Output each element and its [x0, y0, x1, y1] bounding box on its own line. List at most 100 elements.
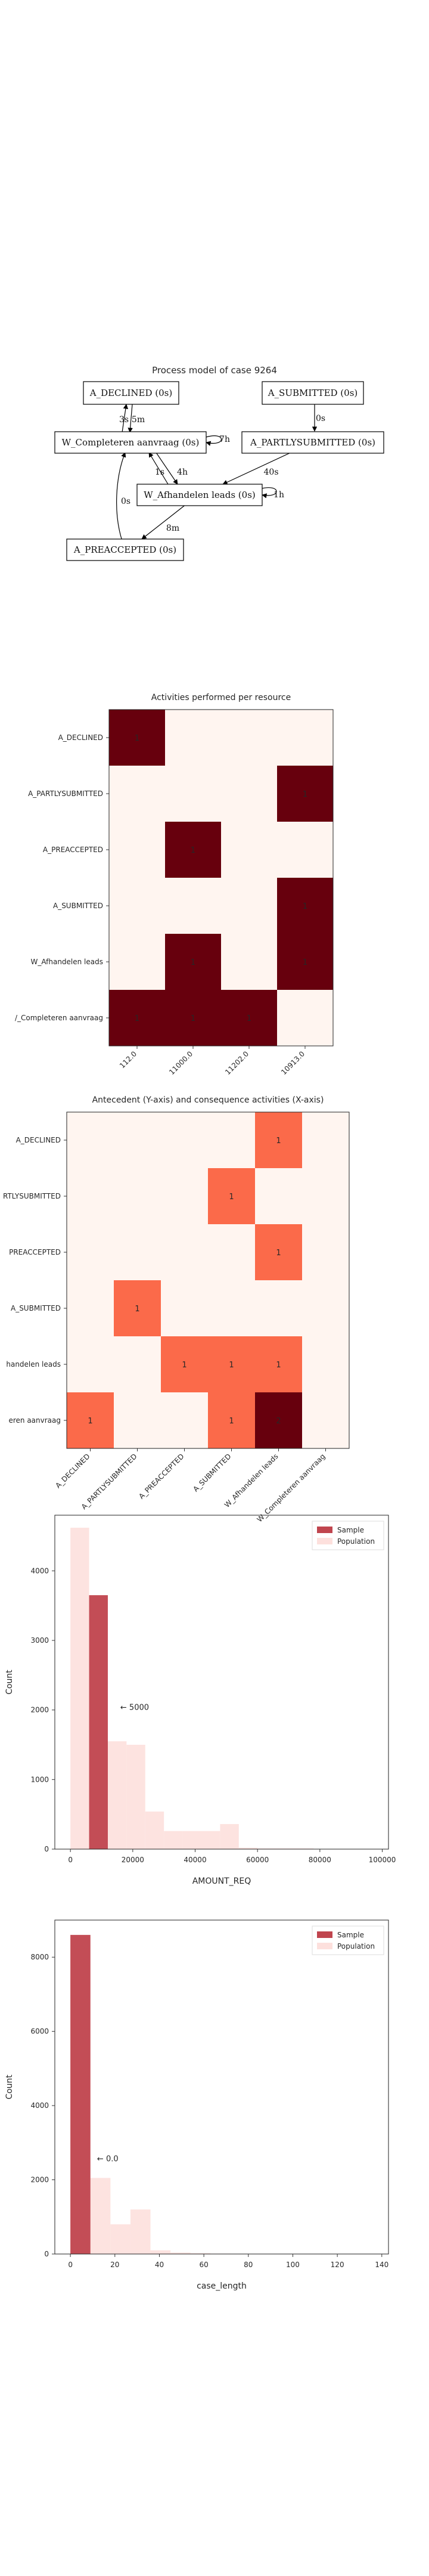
heatmap-row-label: RTLYSUBMITTED	[3, 1192, 61, 1200]
legend-swatch-sample	[317, 1527, 332, 1533]
y-tick-label: 1000	[30, 1775, 49, 1784]
histogram-bar-population	[145, 1812, 164, 1849]
heatmap-cell	[109, 822, 166, 878]
heatmap-cell	[208, 1392, 256, 1449]
heatmap-row-label: A_DECLINED	[16, 1136, 61, 1144]
edge-completeren-self	[206, 435, 222, 446]
heatmap-col-label: A_DECLINED	[54, 1452, 91, 1490]
heatmap-cell	[302, 1224, 350, 1281]
y-tick-label: 6000	[30, 2027, 49, 2036]
heatmap-cell	[114, 1168, 161, 1225]
heatmap-cell	[109, 710, 166, 766]
heatmap-cell	[221, 878, 278, 934]
heatmap-cell-value: 1	[135, 1014, 139, 1023]
heatmap-cell	[67, 1336, 114, 1393]
heatmap-cell	[221, 710, 278, 766]
heatmap-cell-value: 1	[276, 1361, 281, 1370]
heatmap-cell	[114, 1112, 161, 1169]
heatmap-cell	[67, 1168, 114, 1225]
edge-label: 8m	[166, 524, 179, 533]
heatmap-cell	[277, 710, 334, 766]
heatmap-cell-value: 1	[229, 1361, 234, 1370]
heatmap-cell-value: 1	[182, 1361, 186, 1370]
histogram-bar-population	[90, 2178, 111, 2254]
x-tick-label: 80000	[309, 1856, 331, 1864]
heatmap-row-label: /_Completeren aanvraag	[15, 1014, 103, 1022]
heatmap-cell	[302, 1392, 350, 1449]
heatmap-row-label: handelen leads	[6, 1360, 61, 1368]
edge-afhandelen-completeren	[148, 452, 169, 485]
legend-label-population: Population	[337, 1942, 375, 1950]
heatmap-cell	[165, 710, 222, 766]
heatmap-cell	[114, 1392, 161, 1449]
y-tick-label: 0	[44, 1845, 49, 1853]
heatmap-row-label: A_PREACCEPTED	[43, 846, 103, 854]
heatmap-cell	[277, 934, 334, 990]
heatmap-row-label: A_SUBMITTED	[53, 902, 103, 910]
annotation: ← 0.0	[97, 2154, 119, 2163]
heatmap-cell	[109, 934, 166, 990]
process-model-graph: Process model of case 9264 3s 5m 7h 0s 1…	[54, 365, 384, 561]
heatmap-cell	[277, 878, 334, 934]
edge-preaccepted-completeren	[116, 452, 126, 541]
histogram-bar-population	[126, 1745, 145, 1849]
heatmap-cell	[114, 1224, 161, 1281]
heatmap-cell	[67, 1112, 114, 1169]
histogram-bar-population	[238, 1847, 258, 1849]
heatmap-cell	[208, 1224, 256, 1281]
heatmap-cell-value: 1	[88, 1417, 92, 1426]
y-tick-label: 8000	[30, 1953, 49, 1961]
edge-label: 7h	[219, 435, 230, 444]
heatmap-frame	[108, 709, 334, 1046]
heatmap-cell-value: 1	[276, 1137, 281, 1145]
heatmap-cell	[302, 1336, 350, 1393]
y-axis-label: Count	[5, 1670, 14, 1695]
heatmap-row-label: PREACCEPTED	[9, 1248, 61, 1256]
heatmap-cell	[255, 1392, 303, 1449]
node-box	[83, 381, 179, 405]
histogram-bar-population	[182, 1831, 201, 1849]
heatmap-cell	[208, 1112, 256, 1169]
node-box	[241, 431, 384, 454]
histogram-bar-population	[130, 2209, 151, 2254]
heatmap-cell	[255, 1336, 303, 1393]
heatmap-col-label: 11202.0	[223, 1049, 250, 1076]
node-box	[66, 538, 184, 561]
heatmap-cell	[109, 990, 166, 1046]
resource-heatmap: Activities performed per resource 1 A_DECL…	[15, 693, 334, 1076]
amount-req-histogram: 0 20000 40000 60000 80000 100000 0 1000 2000 3000…	[5, 1515, 396, 1886]
histogram-bar-population	[220, 1824, 239, 1849]
heatmap-cell	[161, 1280, 209, 1337]
legend-label-sample: Sample	[337, 1526, 364, 1534]
y-tick-label: 3000	[30, 1636, 49, 1645]
node-w-completeren-aanvraag: W_Completeren aanvraag (0s)	[62, 437, 200, 448]
heatmap-cell	[255, 1280, 303, 1337]
heatmap-cell	[165, 990, 222, 1046]
edge-label: 0s	[121, 497, 130, 506]
heatmap-col-label: A_SUBMITTED	[191, 1452, 232, 1493]
heatmap-cell	[114, 1280, 161, 1337]
heatmap-cell-value: 1	[191, 846, 195, 855]
node-a-preaccepted: A_PREACCEPTED (0s)	[73, 544, 176, 555]
edge-completeren-afhandelen	[156, 452, 178, 485]
heatmap-cell	[221, 822, 278, 878]
histogram-bar-population	[107, 1741, 127, 1849]
edge-partly-afhandelen	[222, 452, 291, 485]
heatmap-row-label: A_DECLINED	[58, 733, 103, 742]
heatmap-cell	[221, 934, 278, 990]
antecedent-consequence-heatmap: Antecedent (Y-axis) and consequence acti…	[3, 1095, 350, 1524]
histogram-bar-population	[170, 2252, 191, 2254]
histogram-bar-population	[190, 2253, 211, 2254]
y-tick-label: 2000	[30, 1706, 49, 1714]
heatmap-cell	[161, 1112, 209, 1169]
heatmap-row-label: eren aanvraag	[8, 1416, 61, 1425]
node-box	[136, 484, 263, 506]
heatmap-cell-value: 1	[191, 1014, 195, 1023]
legend-swatch-population	[317, 1538, 332, 1544]
heatmap-col-label: A_PREACCEPTED	[137, 1452, 185, 1500]
legend-box	[312, 1925, 384, 1955]
edge-label: 5m	[132, 415, 145, 425]
heatmap-cell	[161, 1224, 209, 1281]
heatmap-cell	[302, 1112, 350, 1169]
heatmap-cell	[67, 1392, 114, 1449]
